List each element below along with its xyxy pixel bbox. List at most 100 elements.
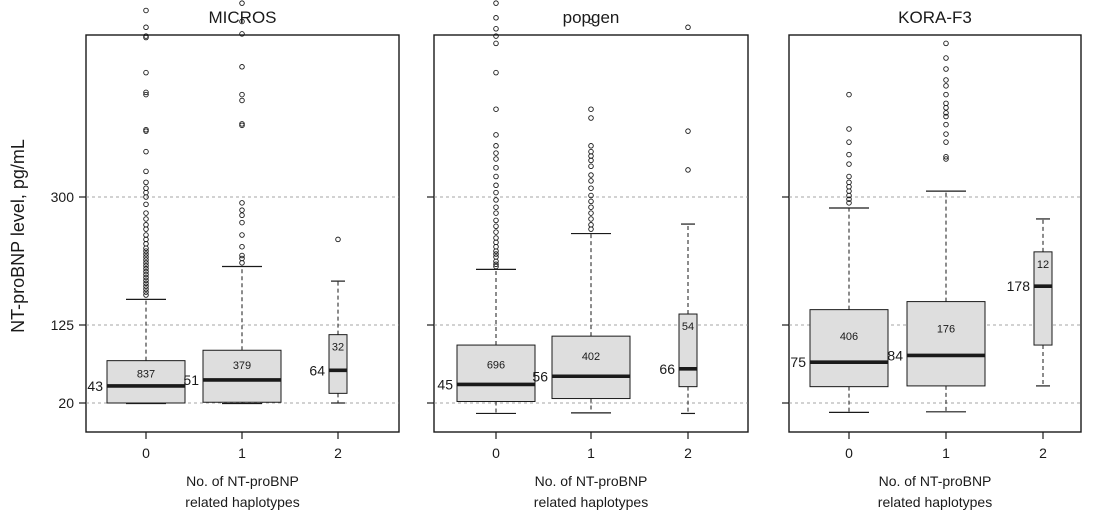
box-micros-1: 379 51	[183, 0, 282, 405]
outlier-point	[493, 106, 499, 112]
outlier-point	[846, 173, 852, 180]
x-axis-label: related haplotypes	[185, 494, 299, 510]
box	[202, 349, 282, 403]
outlier-point	[846, 200, 852, 206]
outlier-point	[143, 222, 149, 228]
box	[551, 335, 631, 400]
outlier-point	[588, 216, 594, 222]
x-tick-label: 0	[142, 445, 150, 461]
outlier-point	[943, 154, 949, 160]
outlier-point	[846, 126, 852, 132]
outlier-point	[493, 258, 499, 265]
outlier-point	[493, 204, 499, 210]
panel-title: MICROS	[209, 8, 277, 27]
x-axis-label: related haplotypes	[878, 494, 992, 510]
x-tick-label: 2	[1039, 445, 1047, 461]
outlier-point	[239, 121, 245, 127]
outlier-point	[239, 207, 245, 213]
count-label: 837	[137, 368, 155, 380]
outlier-point	[143, 257, 149, 263]
outlier-point	[239, 31, 245, 37]
panel-popgen: popgen 0 1 2 No. of NT-proBNP related haploty…	[427, 0, 749, 510]
outlier-point	[943, 83, 949, 89]
outlier-point	[143, 226, 149, 232]
x-axis-label: No. of NT-proBNP	[186, 473, 299, 489]
box-micros-0: 837 43	[87, 7, 186, 405]
outlier-point	[943, 77, 949, 83]
outlier-point	[493, 33, 499, 39]
y-tick-label: 300	[51, 189, 75, 205]
outlier-point	[239, 219, 245, 226]
box-kora-f3-1: 176 84	[887, 40, 986, 413]
outlier-point	[493, 248, 499, 254]
outlier-point	[143, 292, 149, 298]
outlier-point	[493, 40, 499, 47]
outlier-point	[588, 222, 594, 228]
panel-frame	[788, 34, 1082, 433]
outlier-point	[143, 89, 149, 96]
outlier-point	[143, 91, 149, 98]
outlier-point	[588, 198, 594, 205]
outlier-point	[846, 184, 852, 190]
outlier-point	[493, 150, 499, 156]
outlier-point	[943, 139, 949, 145]
outlier-point	[588, 153, 594, 159]
box	[809, 309, 889, 388]
outlier-point	[493, 243, 499, 250]
x-tick-label: 1	[942, 445, 950, 461]
outlier-point	[239, 243, 245, 250]
outlier-point	[143, 126, 149, 133]
median-label: 64	[309, 362, 325, 378]
outlier-point	[588, 163, 594, 170]
x-axis-label: related haplotypes	[534, 494, 648, 510]
outlier-point	[493, 235, 499, 241]
outlier-point	[493, 143, 499, 149]
outlier-point	[846, 91, 852, 98]
count-label: 12	[1037, 259, 1049, 271]
x-tick-label: 2	[684, 445, 692, 461]
outlier-point	[143, 251, 149, 257]
outlier-point	[143, 185, 149, 191]
outlier-point	[943, 55, 949, 61]
median-label: 178	[1007, 278, 1031, 294]
outlier-point	[943, 100, 949, 107]
outlier-point	[943, 40, 949, 47]
outlier-point	[588, 106, 594, 112]
outlier-point	[685, 167, 691, 173]
outlier-point	[493, 26, 499, 32]
outlier-point	[239, 212, 245, 219]
outlier-point	[143, 263, 149, 269]
count-label: 54	[682, 321, 694, 333]
outlier-point	[588, 18, 594, 25]
x-tick-label: 1	[587, 445, 595, 461]
outlier-point	[493, 0, 499, 6]
outlier-point	[493, 132, 499, 138]
outlier-point	[143, 216, 149, 222]
outlier-point	[143, 148, 149, 155]
outlier-point	[143, 271, 149, 278]
outlier-point	[143, 277, 149, 284]
y-tick-label: 20	[58, 395, 74, 411]
box	[106, 360, 186, 404]
outlier-point	[493, 182, 499, 189]
outlier-point	[943, 131, 949, 137]
outlier-point	[846, 161, 852, 167]
outlier-point	[493, 156, 499, 162]
outlier-point	[493, 229, 499, 235]
count-label: 406	[840, 331, 858, 343]
median-label: 75	[790, 354, 806, 370]
box-kora-f3-0: 406 75	[790, 91, 889, 413]
outlier-point	[239, 260, 245, 266]
panel-title: KORA-F3	[898, 8, 972, 27]
median-label: 66	[659, 361, 675, 377]
count-label: 176	[937, 324, 955, 336]
outlier-point	[943, 113, 949, 120]
box-kora-f3-2: 12 178	[1007, 218, 1053, 387]
outlier-point	[143, 69, 149, 76]
outlier-point	[943, 110, 949, 116]
box-popgen-1: 402 56	[532, 18, 631, 414]
outlier-point	[239, 232, 245, 238]
x-tick-label: 1	[238, 445, 246, 461]
